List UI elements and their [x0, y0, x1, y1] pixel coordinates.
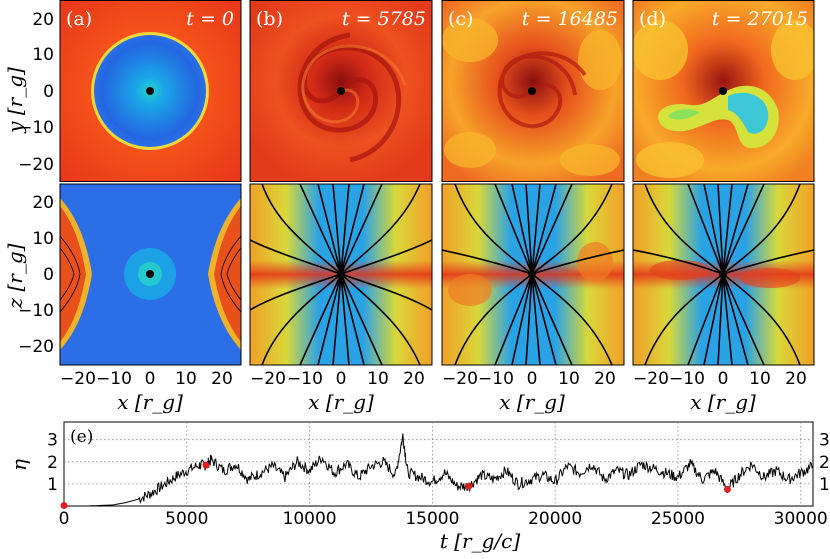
y-tick: 0	[43, 82, 54, 102]
y-tick: 20	[32, 10, 54, 30]
x-tick: 10	[367, 369, 389, 389]
y-ticks-top: 20 10 0 −10 −20	[18, 10, 54, 175]
x-tick: −20	[633, 369, 669, 389]
y-ticks-bottom: 20 10 0 −10 −20	[18, 193, 54, 357]
x-tick: 10	[175, 369, 197, 389]
x-tick-label: 0	[59, 509, 70, 529]
x-tick: 0	[718, 369, 729, 389]
x-tick: 10	[749, 369, 771, 389]
z-tick: 10	[32, 229, 54, 249]
x-tick: −10	[669, 369, 705, 389]
x-tick-label: 30000	[774, 509, 828, 529]
x-axis-label-c: x [r_g]	[499, 390, 565, 414]
x-tick: 20	[211, 369, 233, 389]
x-tick: 10	[558, 369, 580, 389]
x-tick: 20	[594, 369, 616, 389]
y-tick-label: 3	[47, 431, 58, 451]
x-tick: −20	[442, 369, 478, 389]
y-tick-label: 1	[819, 475, 830, 495]
z-axis-label: z [r_g]	[3, 243, 27, 309]
panel-d-bottom	[633, 184, 814, 365]
x-tick: 0	[145, 369, 156, 389]
y-tick: −20	[18, 155, 54, 175]
panel-a-bottom	[60, 184, 241, 365]
eta-axis-label: η	[7, 459, 31, 471]
z-tick: −20	[18, 337, 54, 357]
panel-c-top	[442, 0, 624, 181]
panel-c-bottom	[442, 184, 624, 365]
y-tick: 10	[32, 45, 54, 65]
x-axis-label-b: x [r_g]	[308, 390, 374, 414]
panel-c-label: (c)	[448, 8, 473, 30]
x-tick-label: 25000	[651, 509, 705, 529]
panel-d-top	[633, 0, 814, 181]
panel-b-label: (b)	[256, 8, 283, 30]
panel-a-time: t = 0	[186, 8, 234, 30]
y-axis-label: y [r_g]	[3, 67, 27, 134]
panel-b-top	[250, 0, 432, 181]
z-tick: 20	[32, 193, 54, 213]
panel-a-top	[60, 0, 241, 181]
x-tick-label: 10000	[283, 509, 337, 529]
x-tick: −10	[478, 369, 514, 389]
z-tick: 0	[43, 265, 54, 285]
x-tick: 20	[785, 369, 807, 389]
x-ticks-panel-c: −20 −10 0 10 20	[442, 369, 616, 389]
y-tick: −10	[18, 118, 54, 138]
x-ticks-panel-d: −20 −10 0 10 20	[633, 369, 807, 389]
x-tick: 0	[336, 369, 347, 389]
y-tick-label: 3	[819, 431, 830, 451]
y-tick-label: 1	[47, 475, 58, 495]
y-tick-label: 2	[47, 453, 58, 473]
panel-frames	[59, 0, 815, 366]
x-axis-label-d: x [r_g]	[690, 390, 756, 414]
eta-grid	[64, 422, 813, 506]
x-tick: 20	[403, 369, 425, 389]
eta-marker	[60, 502, 68, 510]
x-ticks-panel-a: −20 −10 0 10 20	[60, 369, 233, 389]
x-tick: −20	[250, 369, 286, 389]
panel-e-label: (e)	[70, 427, 93, 447]
panel-a-label: (a)	[66, 8, 92, 30]
y-tick-label: 2	[819, 453, 830, 473]
x-tick-label: 5000	[165, 509, 208, 529]
eta-markers	[60, 461, 731, 510]
panel-d-time: t = 27015	[712, 8, 808, 30]
x-tick: −20	[60, 369, 96, 389]
eta-marker	[202, 461, 210, 469]
x-axis-label-a: x [r_g]	[117, 390, 183, 414]
eta-marker	[465, 482, 473, 490]
eta-plot-frame	[63, 421, 814, 507]
panel-d-label: (d)	[639, 8, 666, 30]
x-tick: −10	[287, 369, 323, 389]
panel-c-time: t = 16485	[522, 8, 618, 30]
x-tick-label: 15000	[405, 509, 459, 529]
x-tick-label: 20000	[528, 509, 582, 529]
x-tick: −10	[96, 369, 132, 389]
x-ticks-panel-b: −20 −10 0 10 20	[250, 369, 425, 389]
panel-b-bottom	[250, 184, 432, 365]
z-tick: −10	[18, 301, 54, 321]
eta-marker	[723, 485, 731, 493]
panel-b-time: t = 5785	[342, 8, 426, 30]
x-tick: 0	[527, 369, 538, 389]
time-axis-label: t [r_g/c]	[440, 529, 521, 553]
